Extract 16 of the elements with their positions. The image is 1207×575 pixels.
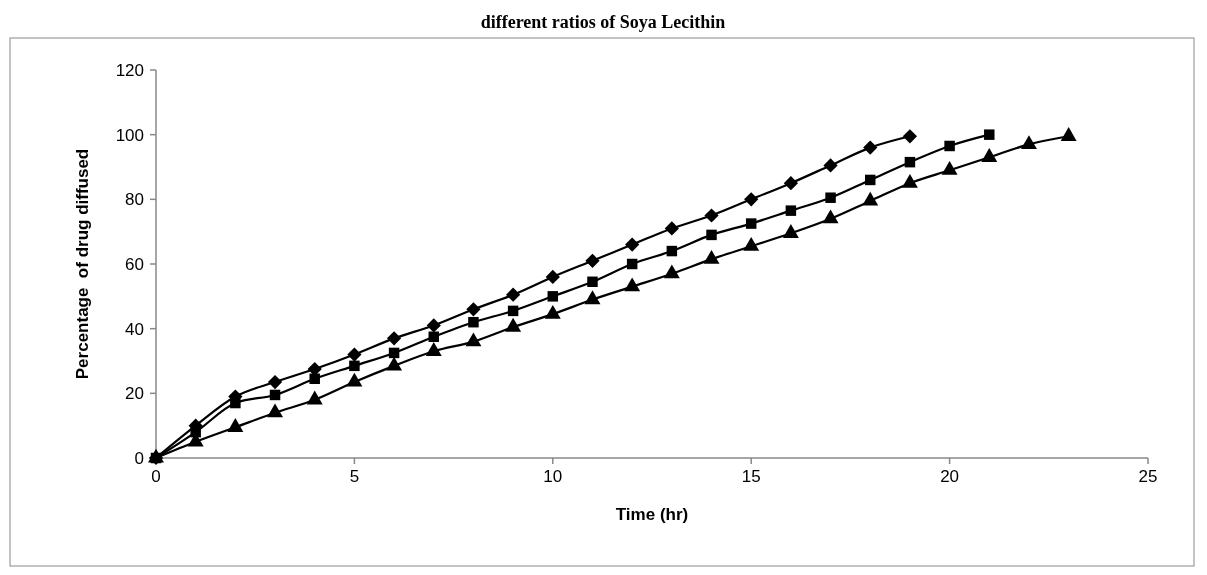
y-axis-title: Percentage of drug diffused [73, 148, 92, 380]
y-tick-label: 100 [115, 125, 144, 145]
x-axis-title: Time (hr) [615, 505, 689, 524]
y-tick-label: 40 [125, 319, 144, 339]
y-tick-label: 120 [115, 60, 144, 80]
y-tick-label: 80 [125, 190, 144, 210]
y-tick-label: 0 [134, 448, 144, 468]
y-tick-label: 60 [125, 254, 144, 274]
y-tick-label: 20 [125, 384, 144, 404]
x-tick-label: 0 [151, 467, 161, 486]
x-tick-label: 5 [349, 467, 360, 486]
x-tick-label: 15 [741, 467, 761, 486]
chart-title: different ratios of Soya Lecithin [480, 12, 726, 32]
x-tick-label: 10 [543, 467, 563, 486]
x-tick-label: 25 [1138, 467, 1158, 486]
x-tick-label: 20 [940, 467, 960, 486]
